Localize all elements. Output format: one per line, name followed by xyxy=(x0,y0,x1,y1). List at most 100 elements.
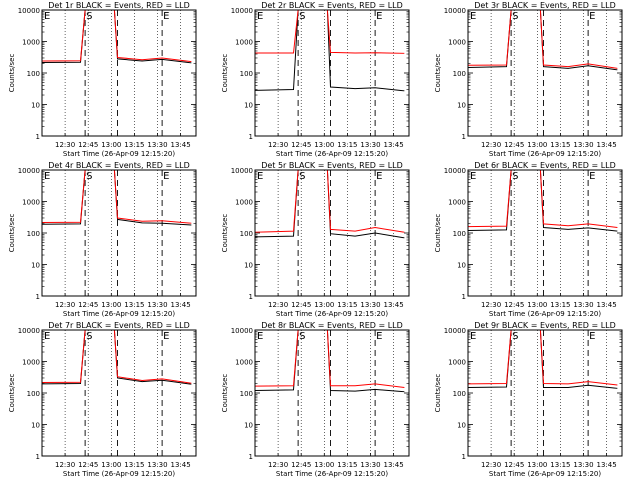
marker-label: S xyxy=(86,171,92,182)
y-tick-label: 10 xyxy=(244,422,253,430)
y-tick-label: 1000 xyxy=(235,199,253,207)
y-tick-label: 10000 xyxy=(18,167,40,175)
y-tick-label: 10 xyxy=(457,262,466,270)
x-tick-label: 12:30 xyxy=(55,301,75,309)
x-tick-label: 13:15 xyxy=(337,141,357,149)
chart-title: Det 4r BLACK = Events, RED = LLD xyxy=(48,161,190,170)
x-tick-label: 13:15 xyxy=(337,461,357,469)
x-axis-label: Start Time (26-Apr-09 12:15:20) xyxy=(276,150,388,158)
series-line-lld xyxy=(42,170,191,223)
y-tick-label: 1 xyxy=(36,133,40,141)
y-tick-label: 100 xyxy=(27,230,40,238)
marker-label: S xyxy=(299,171,305,182)
plot-frame xyxy=(41,329,197,457)
y-tick-label: 10 xyxy=(457,102,466,110)
x-axis-label: Start Time (26-Apr-09 12:15:20) xyxy=(63,150,175,158)
x-tick-label: 12:45 xyxy=(504,301,524,309)
series-line-events xyxy=(255,10,404,91)
x-tick-label: 13:15 xyxy=(550,301,570,309)
series-line-lld xyxy=(255,170,404,232)
x-tick-label: 13:00 xyxy=(527,301,547,309)
y-tick-label: 1000 xyxy=(22,39,40,47)
series-line-lld xyxy=(42,330,191,383)
x-tick-label: 13:30 xyxy=(147,301,167,309)
y-tick-label: 10000 xyxy=(18,7,40,15)
y-tick-label: 100 xyxy=(240,70,253,78)
y-tick-label: 1 xyxy=(249,293,253,301)
series-line-lld xyxy=(255,330,404,388)
x-tick-label: 13:15 xyxy=(550,141,570,149)
x-tick-label: 13:00 xyxy=(314,461,334,469)
x-tick-label: 13:30 xyxy=(147,141,167,149)
x-tick-label: 12:30 xyxy=(55,461,75,469)
x-tick-label: 13:45 xyxy=(597,141,617,149)
x-tick-label: 13:45 xyxy=(171,141,191,149)
plot-frame xyxy=(41,169,197,297)
y-tick-label: 100 xyxy=(240,390,253,398)
y-tick-label: 100 xyxy=(453,390,466,398)
y-tick-label: 1 xyxy=(462,453,466,461)
marker-label: S xyxy=(86,331,92,342)
x-axis-label: Start Time (26-Apr-09 12:15:20) xyxy=(63,470,175,478)
x-tick-label: 12:30 xyxy=(55,141,75,149)
y-axis-label: Counts/sec xyxy=(434,214,442,253)
y-axis-label: Counts/sec xyxy=(221,374,229,413)
chart-title: Det 5r BLACK = Events, RED = LLD xyxy=(261,161,403,170)
series-line-lld xyxy=(42,10,191,62)
y-axis-label: Counts/sec xyxy=(8,54,16,93)
y-axis-label: Counts/sec xyxy=(221,54,229,93)
y-tick-label: 1 xyxy=(249,453,253,461)
marker-label: E xyxy=(376,171,382,182)
x-tick-label: 12:45 xyxy=(504,461,524,469)
y-tick-label: 10 xyxy=(244,102,253,110)
x-tick-label: 13:30 xyxy=(360,141,380,149)
y-tick-label: 1000 xyxy=(22,359,40,367)
x-tick-label: 13:15 xyxy=(124,141,144,149)
marker-label: E xyxy=(470,171,476,182)
marker-label: E xyxy=(257,171,263,182)
chart-title: Det 9r BLACK = Events, RED = LLD xyxy=(474,321,616,330)
plot-frame xyxy=(41,9,197,137)
y-tick-label: 1000 xyxy=(448,359,466,367)
chart-panel-3: Det 3r BLACK = Events, RED = LLD 12:30 12:… xyxy=(434,1,623,158)
marker-label: E xyxy=(589,331,595,342)
y-tick-label: 10 xyxy=(31,262,40,270)
x-axis-label: Start Time (26-Apr-09 12:15:20) xyxy=(276,310,388,318)
x-tick-label: 12:45 xyxy=(504,141,524,149)
y-axis-label: Counts/sec xyxy=(434,54,442,93)
y-tick-label: 100 xyxy=(27,70,40,78)
y-tick-label: 10000 xyxy=(444,167,466,175)
x-tick-label: 12:30 xyxy=(268,141,288,149)
chart-panel-6: Det 6r BLACK = Events, RED = LLD 12:30 12:… xyxy=(434,161,623,318)
x-axis-label: Start Time (26-Apr-09 12:15:20) xyxy=(489,310,601,318)
plot-frame xyxy=(467,169,623,297)
x-tick-label: 13:45 xyxy=(384,461,404,469)
chart-panel-4: Det 4r BLACK = Events, RED = LLD 12:30 12:… xyxy=(8,161,197,318)
x-tick-label: 13:45 xyxy=(384,301,404,309)
y-tick-label: 10000 xyxy=(444,327,466,335)
y-tick-label: 10000 xyxy=(444,7,466,15)
plot-frame xyxy=(467,9,623,137)
y-tick-label: 1000 xyxy=(22,199,40,207)
x-tick-label: 13:15 xyxy=(124,461,144,469)
y-tick-label: 1 xyxy=(36,293,40,301)
x-tick-label: 13:30 xyxy=(360,461,380,469)
y-axis-label: Counts/sec xyxy=(8,214,16,253)
x-tick-label: 13:00 xyxy=(101,461,121,469)
y-tick-label: 100 xyxy=(240,230,253,238)
x-tick-label: 13:45 xyxy=(597,461,617,469)
chart-panel-5: Det 5r BLACK = Events, RED = LLD 12:30 12:… xyxy=(221,161,410,318)
y-axis-label: Counts/sec xyxy=(434,374,442,413)
x-tick-label: 13:45 xyxy=(384,141,404,149)
x-tick-label: 12:45 xyxy=(291,461,311,469)
marker-label: E xyxy=(589,171,595,182)
y-tick-label: 1 xyxy=(462,133,466,141)
x-tick-label: 12:30 xyxy=(268,461,288,469)
y-tick-label: 1 xyxy=(249,133,253,141)
marker-label: S xyxy=(512,11,518,22)
x-tick-label: 13:45 xyxy=(171,461,191,469)
marker-label: S xyxy=(512,171,518,182)
x-tick-label: 13:30 xyxy=(147,461,167,469)
x-axis-label: Start Time (26-Apr-09 12:15:20) xyxy=(489,470,601,478)
